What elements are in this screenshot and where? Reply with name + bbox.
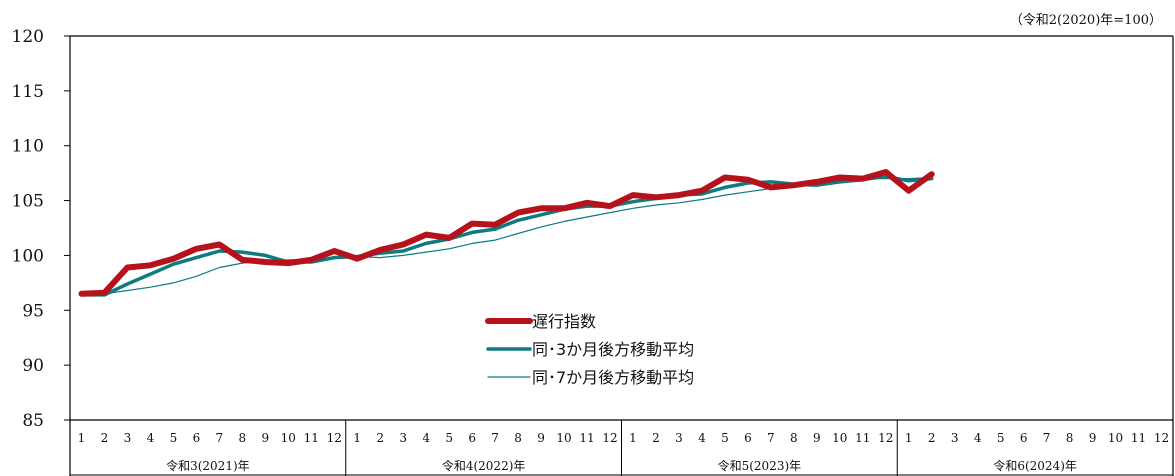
x-tick-label: 2 bbox=[652, 431, 660, 445]
x-tick-label: 6 bbox=[744, 431, 752, 445]
series-line-3 bbox=[80, 176, 933, 296]
year-label: 令和4(2022)年 bbox=[442, 458, 526, 473]
series-layer bbox=[78, 169, 935, 297]
x-tick-label: 8 bbox=[790, 431, 798, 445]
x-tick-label: 8 bbox=[239, 431, 247, 445]
x-tick-label: 1 bbox=[353, 431, 361, 445]
x-tick-label: 10 bbox=[556, 431, 571, 445]
x-axis: 1 2 3 4 5 6 7 8 9 10 11 12 1 2 3 4 5 6 7 8 9 10 11 12 1 2 3 4 5 6 7 8 9 1… bbox=[78, 420, 1169, 476]
x-tick-label: 4 bbox=[147, 431, 155, 445]
x-tick-label: 3 bbox=[399, 431, 407, 445]
x-tick-label: 7 bbox=[767, 431, 775, 445]
x-tick-label: 11 bbox=[855, 431, 870, 445]
x-tick-label: 3 bbox=[951, 431, 959, 445]
x-tick-label: 10 bbox=[832, 431, 847, 445]
x-tick-label: 1 bbox=[78, 431, 86, 445]
x-tick-label: 6 bbox=[193, 431, 201, 445]
x-tick-label: 2 bbox=[376, 431, 384, 445]
x-tick-label: 11 bbox=[304, 431, 319, 445]
x-tick-label: 5 bbox=[170, 431, 178, 445]
x-tick-label: 5 bbox=[445, 431, 453, 445]
legend-label-2: 同･3か月後方移動平均 bbox=[532, 340, 694, 359]
x-tick-label: 4 bbox=[422, 431, 430, 445]
x-tick-label: 12 bbox=[327, 431, 342, 445]
y-tick-label: 110 bbox=[12, 137, 44, 157]
x-tick-label: 7 bbox=[216, 431, 224, 445]
x-tick-label: 10 bbox=[281, 431, 296, 445]
unit-note: （令和2(2020)年=100） bbox=[1010, 13, 1162, 28]
x-tick-label: 2 bbox=[101, 431, 109, 445]
x-tick-label: 5 bbox=[721, 431, 729, 445]
x-tick-label: 9 bbox=[1089, 431, 1097, 445]
x-tick-label: 3 bbox=[124, 431, 132, 445]
y-tick-label: 115 bbox=[12, 82, 44, 102]
year-label: 令和3(2021)年 bbox=[166, 458, 250, 473]
x-tick-label: 3 bbox=[675, 431, 683, 445]
x-tick-label: 9 bbox=[813, 431, 821, 445]
x-tick-label: 4 bbox=[974, 431, 982, 445]
x-tick-label: 12 bbox=[602, 431, 617, 445]
x-tick-label: 10 bbox=[1108, 431, 1123, 445]
y-tick-label: 90 bbox=[22, 356, 44, 376]
x-tick-label: 11 bbox=[1131, 431, 1146, 445]
x-tick-label: 1 bbox=[629, 431, 637, 445]
y-tick-label: 105 bbox=[12, 192, 44, 212]
x-tick-label: 9 bbox=[537, 431, 545, 445]
x-tick-label: 12 bbox=[1154, 431, 1169, 445]
x-tick-label: 12 bbox=[878, 431, 893, 445]
x-tick-label: 5 bbox=[997, 431, 1005, 445]
year-label: 令和6(2024)年 bbox=[993, 458, 1077, 473]
x-tick-label: 2 bbox=[928, 431, 936, 445]
y-tick-label: 120 bbox=[12, 27, 44, 47]
year-label: 令和5(2023)年 bbox=[718, 458, 802, 473]
y-tick-label: 100 bbox=[12, 246, 44, 266]
x-tick-label: 4 bbox=[698, 431, 706, 445]
x-tick-label: 6 bbox=[1020, 431, 1028, 445]
legend-label-3: 同･7か月後方移動平均 bbox=[532, 368, 694, 387]
y-tick-label: 85 bbox=[22, 411, 44, 431]
x-tick-label: 7 bbox=[1043, 431, 1051, 445]
x-tick-label: 6 bbox=[468, 431, 476, 445]
x-tick-label: 8 bbox=[1066, 431, 1074, 445]
x-tick-label: 1 bbox=[905, 431, 913, 445]
x-tick-label: 7 bbox=[491, 431, 499, 445]
x-tick-label: 9 bbox=[262, 431, 270, 445]
series-line-2 bbox=[79, 174, 934, 297]
series-line-1 bbox=[78, 169, 935, 297]
y-axis: 85 90 95 100 105 110 115 120 bbox=[12, 27, 70, 431]
y-tick-label: 95 bbox=[22, 301, 44, 321]
x-tick-label: 8 bbox=[514, 431, 522, 445]
x-tick-label: 11 bbox=[579, 431, 594, 445]
legend-label-1: 遅行指数 bbox=[532, 312, 596, 331]
